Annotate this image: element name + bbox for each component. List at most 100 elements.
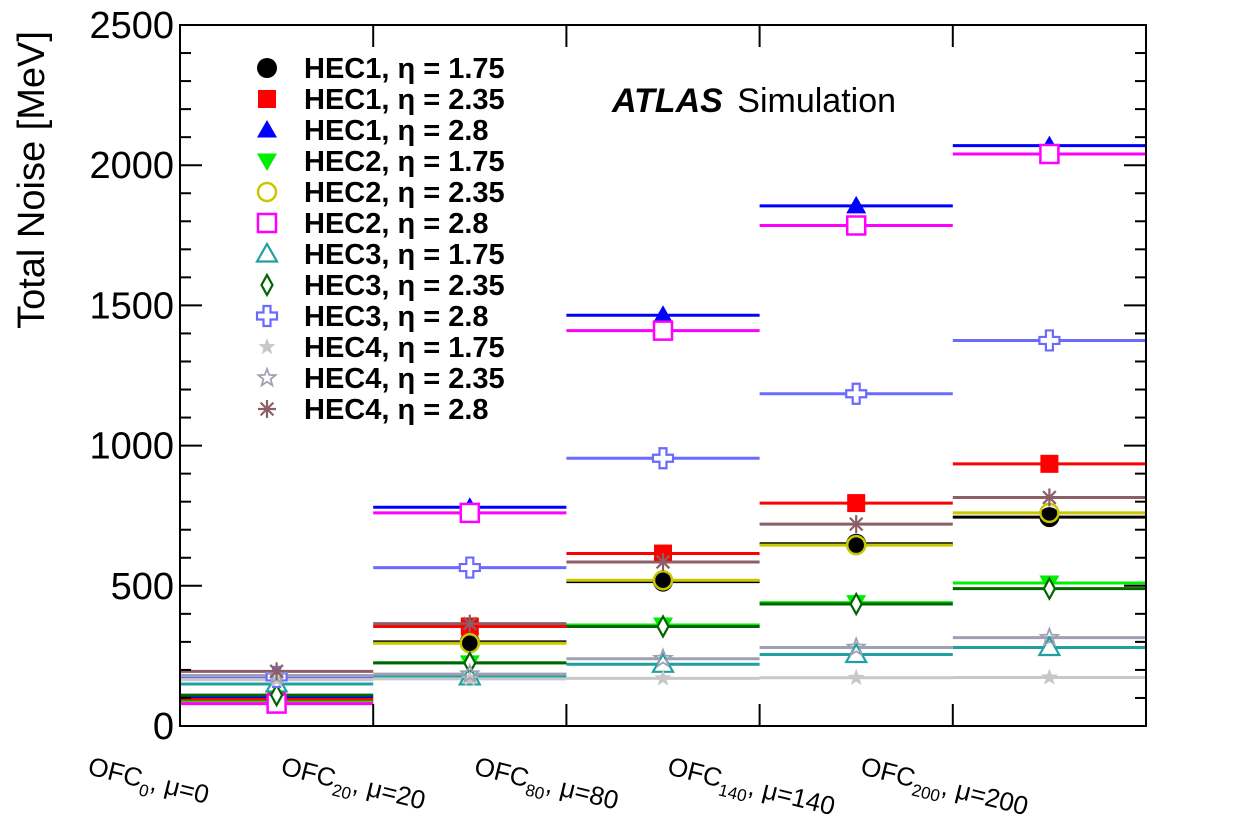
category-rest: , μ=80 xyxy=(543,769,622,816)
legend-label-7: HEC3, η = 2.35 xyxy=(304,270,505,302)
series-9-point-3 xyxy=(847,668,865,686)
series-7-point-0 xyxy=(269,682,284,708)
category-subscript: 80 xyxy=(523,780,546,803)
series-4-point-2 xyxy=(652,569,674,591)
legend-marker-4 xyxy=(256,181,278,203)
series-5-point-1 xyxy=(459,502,481,524)
legend-marker-5 xyxy=(256,212,278,234)
y-tick-label-2: 1000 xyxy=(89,426,174,468)
series-8-point-1 xyxy=(458,556,481,579)
series-5-point-4 xyxy=(1039,143,1060,165)
category-main: OFC xyxy=(278,751,339,793)
series-7-point-4 xyxy=(1042,576,1057,601)
series-9-point-4 xyxy=(1040,668,1058,685)
series-8-point-2 xyxy=(651,447,675,470)
x-category-labels: OFC0, μ=0 OFC20, μ=20 OFC80, μ=80 OFC140, μ… xyxy=(84,751,1031,827)
legend-entry-8: HEC3, η = 2.8 xyxy=(255,301,489,333)
category-main: OFC xyxy=(665,751,726,793)
category-main: OFC xyxy=(85,751,146,793)
legend-marker-11 xyxy=(258,400,276,418)
legend-entry-10: HEC4, η = 2.35 xyxy=(256,363,505,395)
legend-marker-8 xyxy=(255,304,279,328)
series-10-point-1 xyxy=(458,662,481,684)
legend-entry-0: HEC1, η = 1.75 xyxy=(257,53,505,85)
legend-entry-4: HEC2, η = 2.35 xyxy=(256,177,505,209)
series-10-point-3 xyxy=(845,635,868,657)
category-subscript: 140 xyxy=(717,780,749,805)
plot-frame xyxy=(179,24,1147,727)
axis-ticks xyxy=(180,24,1146,727)
series-6-point-4 xyxy=(1037,635,1062,657)
series-7-point-3 xyxy=(849,591,863,617)
series-10-point-4 xyxy=(1038,626,1061,648)
category-main: OFC xyxy=(472,751,533,793)
y-tick-label-1: 500 xyxy=(111,566,174,608)
y-axis-title: Total Noise [MeV] xyxy=(11,31,53,329)
category-subscript: 0 xyxy=(137,780,151,801)
legend-label-2: HEC1, η = 2.8 xyxy=(304,115,489,147)
category-subscript: 200 xyxy=(910,780,942,805)
category-rest: , μ=0 xyxy=(148,766,213,809)
category-subscript: 20 xyxy=(330,780,353,803)
legend-label-0: HEC1, η = 1.75 xyxy=(304,53,505,85)
x-category-label-4: OFC200, μ=200 xyxy=(856,751,1031,827)
legend-label-10: HEC4, η = 2.35 xyxy=(304,363,505,395)
series-11-point-4 xyxy=(1040,488,1059,507)
legend-entry-1: HEC1, η = 2.35 xyxy=(258,84,505,116)
series-0-point-4 xyxy=(1039,507,1060,528)
legend-marker-0 xyxy=(257,58,277,78)
series-8-point-4 xyxy=(1038,329,1061,352)
series-4-point-3 xyxy=(845,534,867,556)
legend-label-6: HEC3, η = 1.75 xyxy=(304,239,505,271)
series-7-point-2 xyxy=(656,614,670,639)
legend-label-5: HEC2, η = 2.8 xyxy=(304,208,489,240)
legend-entry-6: HEC3, η = 1.75 xyxy=(255,239,505,271)
legend-entry-5: HEC2, η = 2.8 xyxy=(256,208,489,240)
legend-label-9: HEC4, η = 1.75 xyxy=(304,332,505,364)
series-10-point-2 xyxy=(652,647,674,669)
series-11-point-2 xyxy=(654,552,672,571)
series-11-point-0 xyxy=(267,662,286,681)
legend-marker-2 xyxy=(257,120,277,138)
x-category-label-0: OFC0, μ=0 xyxy=(84,751,212,816)
legend-entry-9: HEC4, η = 1.75 xyxy=(258,332,505,364)
y-tick-label-5: 2500 xyxy=(89,5,174,47)
x-category-label-1: OFC20, μ=20 xyxy=(277,751,429,822)
series-11-point-1 xyxy=(460,614,479,633)
series-1-point-4 xyxy=(1040,454,1059,473)
y-tick-label-3: 1500 xyxy=(89,285,174,327)
series-11-point-3 xyxy=(847,515,866,534)
legend-entry-11: HEC4, η = 2.8 xyxy=(258,394,489,426)
legend-marker-6 xyxy=(255,241,279,263)
legend-label-1: HEC1, η = 2.35 xyxy=(304,84,505,116)
series-9-point-2 xyxy=(654,669,672,686)
atlas-label: ATLAS xyxy=(611,82,723,120)
atlas-annotation: ATLAS Simulation xyxy=(611,82,896,120)
legend-marker-9 xyxy=(258,338,276,355)
category-main: OFC xyxy=(858,751,919,793)
series-5-point-2 xyxy=(652,320,674,341)
category-rest: , μ=200 xyxy=(939,771,1032,821)
legend-label-4: HEC2, η = 2.35 xyxy=(304,177,505,209)
y-tick-label-0: 0 xyxy=(153,706,174,748)
legend-entry-7: HEC3, η = 2.35 xyxy=(260,270,505,302)
series-8-point-3 xyxy=(845,382,868,405)
series-1-point-3 xyxy=(847,494,866,513)
category-rest: , μ=140 xyxy=(746,771,839,821)
series-2-point-3 xyxy=(846,195,867,214)
x-category-label-3: OFC140, μ=140 xyxy=(663,751,838,827)
legend-entry-3: HEC2, η = 1.75 xyxy=(257,146,505,178)
simulation-label: Simulation xyxy=(737,82,896,120)
legend-marker-3 xyxy=(257,153,277,171)
legend-label-8: HEC3, η = 2.8 xyxy=(304,301,489,333)
legend-marker-1 xyxy=(258,90,276,108)
legend-label-3: HEC2, η = 1.75 xyxy=(304,146,505,178)
legend-marker-10 xyxy=(256,366,278,388)
series-markers xyxy=(264,135,1062,714)
series-5-point-3 xyxy=(845,215,867,236)
legend-entry-2: HEC1, η = 2.8 xyxy=(257,115,489,147)
legend-marker-7 xyxy=(260,272,274,298)
series-2-point-2 xyxy=(653,305,673,323)
